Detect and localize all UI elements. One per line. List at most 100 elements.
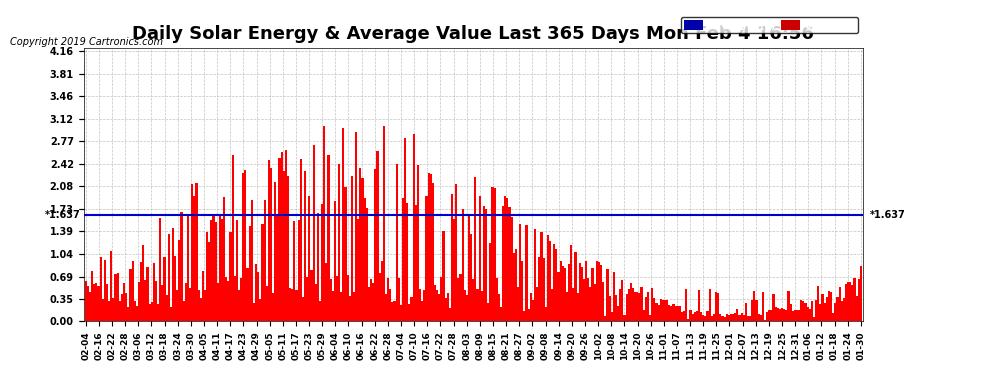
Bar: [796, 310, 798, 321]
Bar: [302, 297, 304, 321]
Bar: [252, 303, 255, 321]
Text: *1.637: *1.637: [870, 210, 906, 220]
Bar: [178, 240, 180, 321]
Bar: [607, 269, 609, 321]
Bar: [466, 296, 468, 321]
Bar: [770, 310, 772, 321]
Bar: [579, 263, 581, 321]
Bar: [498, 294, 500, 321]
Bar: [132, 261, 134, 321]
Bar: [374, 169, 376, 321]
Bar: [293, 221, 295, 321]
Bar: [576, 293, 579, 321]
Bar: [336, 276, 338, 321]
Bar: [668, 305, 670, 321]
Bar: [600, 265, 602, 321]
Bar: [651, 288, 653, 321]
Bar: [361, 178, 363, 321]
Bar: [853, 278, 855, 321]
Bar: [815, 300, 817, 321]
Bar: [182, 301, 185, 321]
Bar: [376, 151, 378, 321]
Bar: [238, 290, 241, 321]
Bar: [483, 206, 485, 321]
Bar: [365, 208, 368, 321]
Bar: [393, 301, 396, 321]
Bar: [762, 292, 764, 321]
Bar: [259, 299, 261, 321]
Bar: [548, 241, 551, 321]
Bar: [317, 213, 319, 321]
Bar: [515, 249, 517, 321]
Bar: [768, 310, 770, 321]
Bar: [125, 292, 128, 321]
Bar: [802, 301, 805, 321]
Bar: [824, 303, 826, 321]
Bar: [783, 309, 785, 321]
Bar: [221, 219, 223, 321]
Bar: [193, 196, 195, 321]
Bar: [753, 291, 755, 321]
Bar: [225, 277, 228, 321]
Bar: [345, 187, 346, 321]
Bar: [777, 308, 779, 321]
Bar: [543, 258, 545, 321]
Bar: [551, 289, 553, 321]
Bar: [415, 205, 417, 321]
Bar: [489, 243, 491, 321]
Bar: [432, 183, 434, 321]
Bar: [453, 219, 455, 321]
Bar: [534, 229, 537, 321]
Bar: [619, 289, 622, 321]
Bar: [683, 310, 685, 321]
Bar: [272, 293, 274, 321]
Bar: [245, 170, 247, 321]
Bar: [130, 269, 132, 321]
Bar: [100, 257, 102, 321]
Bar: [828, 291, 830, 321]
Bar: [330, 279, 332, 321]
Bar: [95, 284, 97, 321]
Bar: [641, 287, 643, 321]
Bar: [666, 300, 668, 321]
Bar: [749, 316, 751, 321]
Bar: [704, 316, 707, 321]
Bar: [844, 284, 847, 321]
Bar: [855, 296, 857, 321]
Bar: [713, 314, 715, 321]
Bar: [826, 297, 828, 321]
Bar: [278, 158, 280, 321]
Bar: [472, 279, 474, 321]
Bar: [419, 289, 421, 321]
Bar: [154, 281, 157, 321]
Bar: [341, 292, 343, 321]
Bar: [474, 177, 476, 321]
Bar: [248, 226, 250, 321]
Bar: [110, 251, 112, 321]
Bar: [117, 273, 119, 321]
Bar: [93, 284, 95, 321]
Bar: [104, 260, 106, 321]
Bar: [661, 300, 664, 321]
Bar: [594, 284, 596, 321]
Bar: [604, 316, 607, 321]
Bar: [274, 182, 276, 321]
Bar: [591, 268, 594, 321]
Bar: [598, 262, 600, 321]
Bar: [424, 290, 426, 321]
Bar: [728, 315, 730, 321]
Bar: [381, 261, 383, 321]
Bar: [434, 285, 436, 321]
Bar: [210, 220, 213, 321]
Bar: [643, 310, 644, 321]
Bar: [108, 300, 110, 321]
Bar: [353, 292, 355, 321]
Bar: [398, 278, 400, 321]
Bar: [509, 207, 511, 321]
Bar: [232, 155, 234, 321]
Bar: [646, 292, 649, 321]
Bar: [355, 132, 357, 321]
Bar: [528, 309, 530, 321]
Bar: [720, 314, 722, 321]
Bar: [313, 145, 315, 321]
